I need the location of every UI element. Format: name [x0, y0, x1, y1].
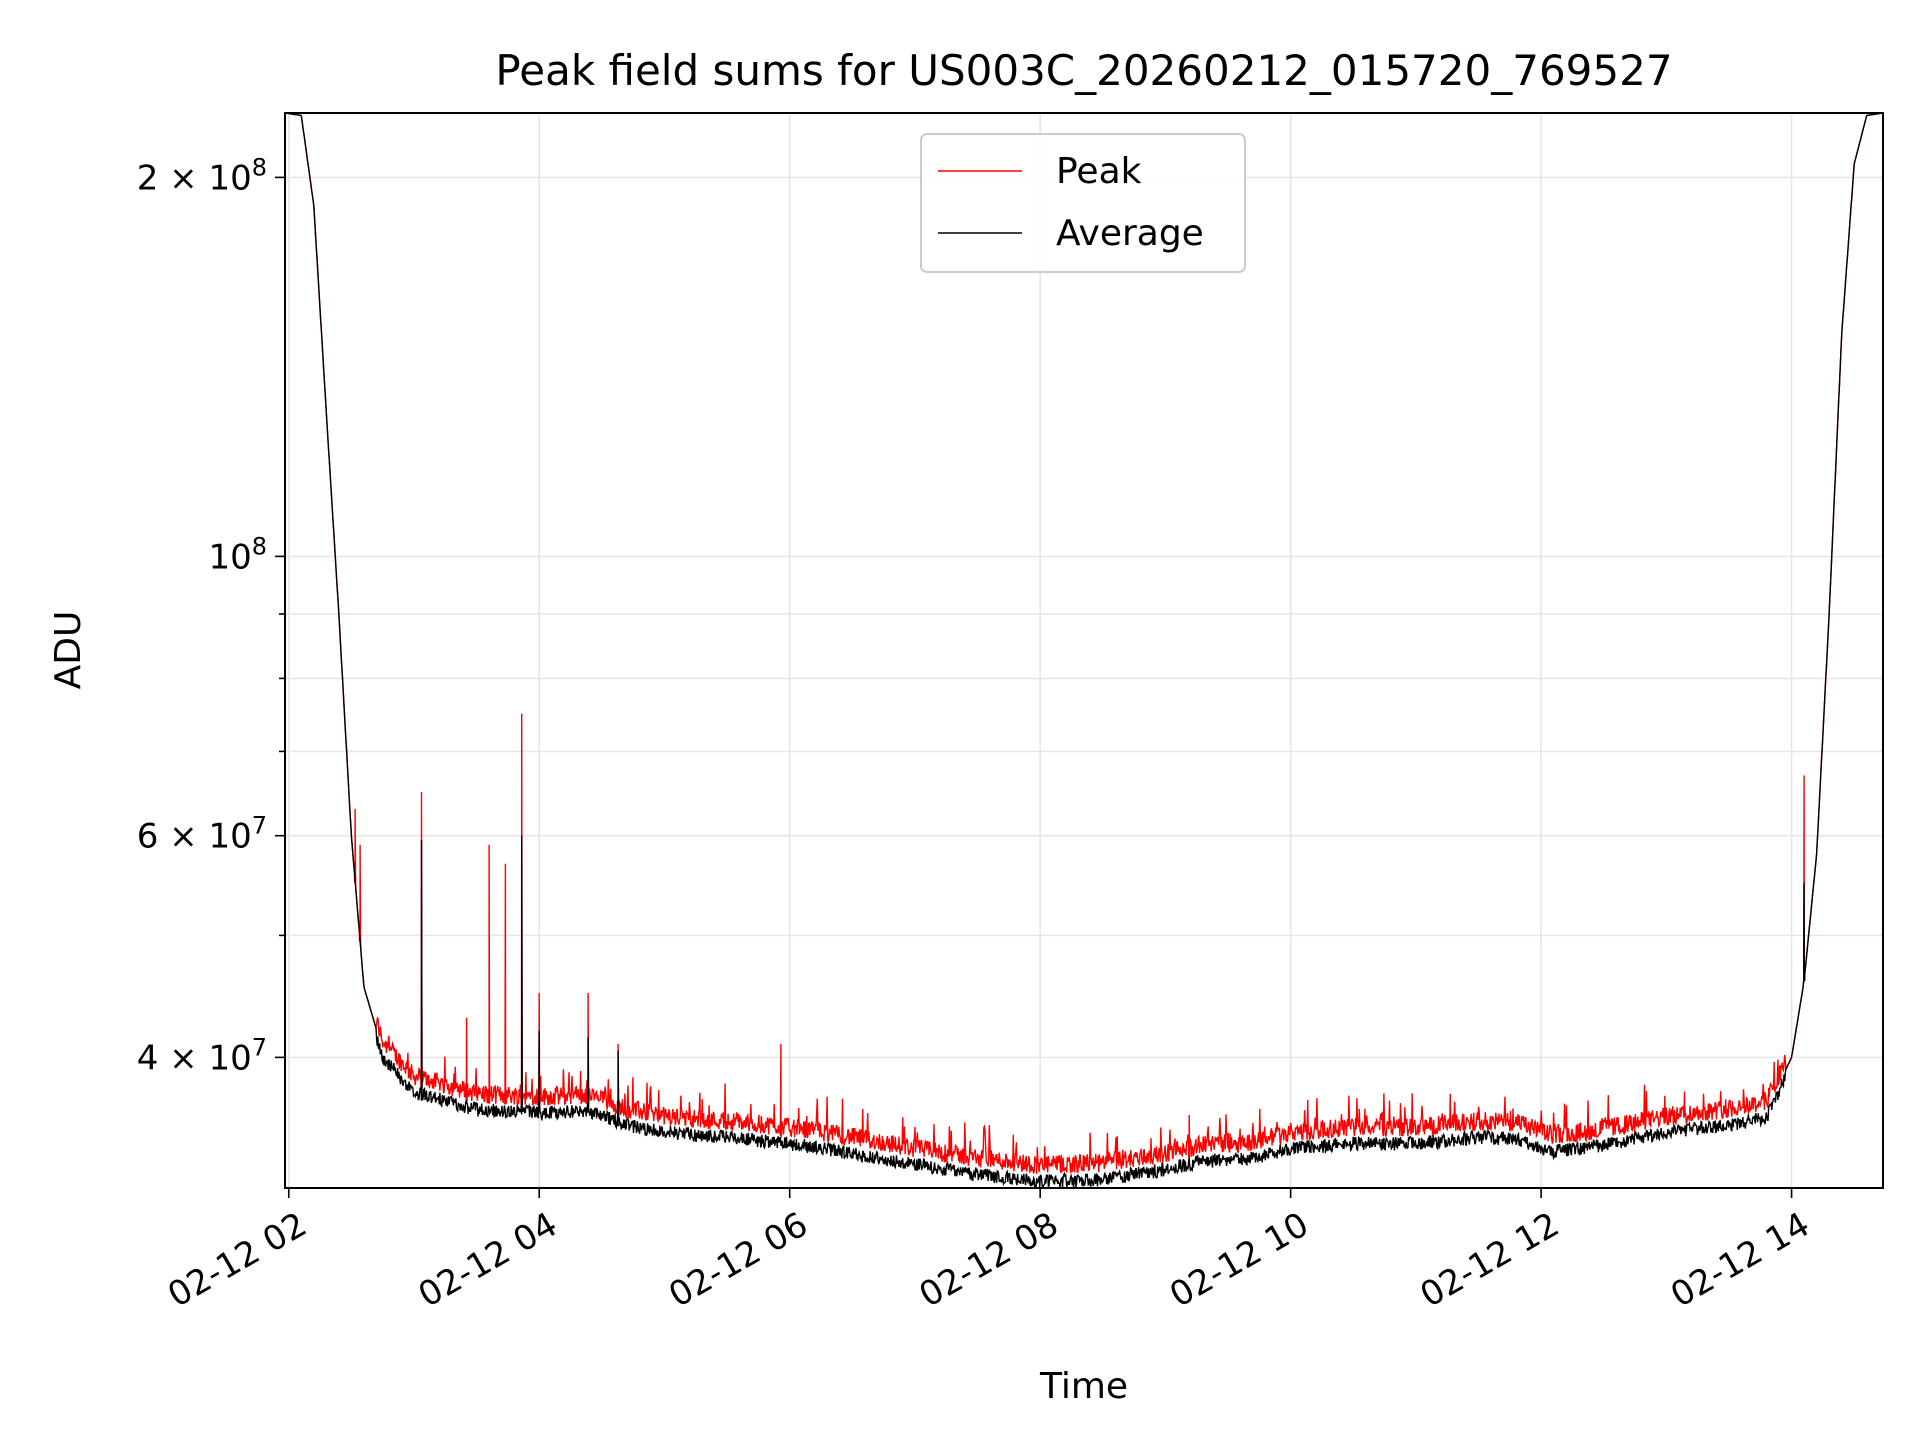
y-tick-label: 4 × 107: [137, 1033, 267, 1078]
legend-peak-label: Peak: [1056, 151, 1142, 192]
series-line-average: [284, 112, 1884, 1190]
legend-box: [920, 133, 1246, 273]
x-axis-label: Time: [1039, 1366, 1128, 1407]
legend-average-label: Average: [1056, 213, 1204, 254]
y-tick-label: 2 × 108: [137, 153, 267, 198]
legend: Peak Average: [920, 133, 1246, 273]
y-axis-label: ADU: [48, 611, 89, 690]
grid: [285, 113, 1883, 1188]
plot-frame: [284, 112, 1884, 1189]
series-line-peak: [284, 112, 1884, 1175]
y-tick-label: 108: [208, 532, 267, 577]
chart-title: Peak field sums for US003C_20260212_0157…: [495, 46, 1672, 95]
plot-lines: [284, 112, 1884, 1190]
y-tick-label: 6 × 107: [137, 812, 267, 857]
